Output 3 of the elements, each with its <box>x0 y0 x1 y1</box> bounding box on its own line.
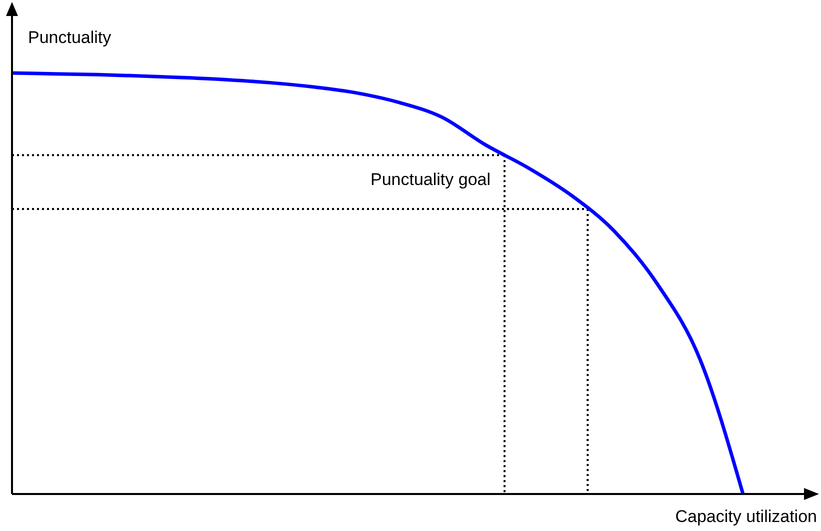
ref-line-label: Punctuality goal <box>370 170 491 190</box>
x-axis-title: Capacity utilization <box>675 507 817 526</box>
y-axis-title: Punctuality <box>28 28 112 47</box>
